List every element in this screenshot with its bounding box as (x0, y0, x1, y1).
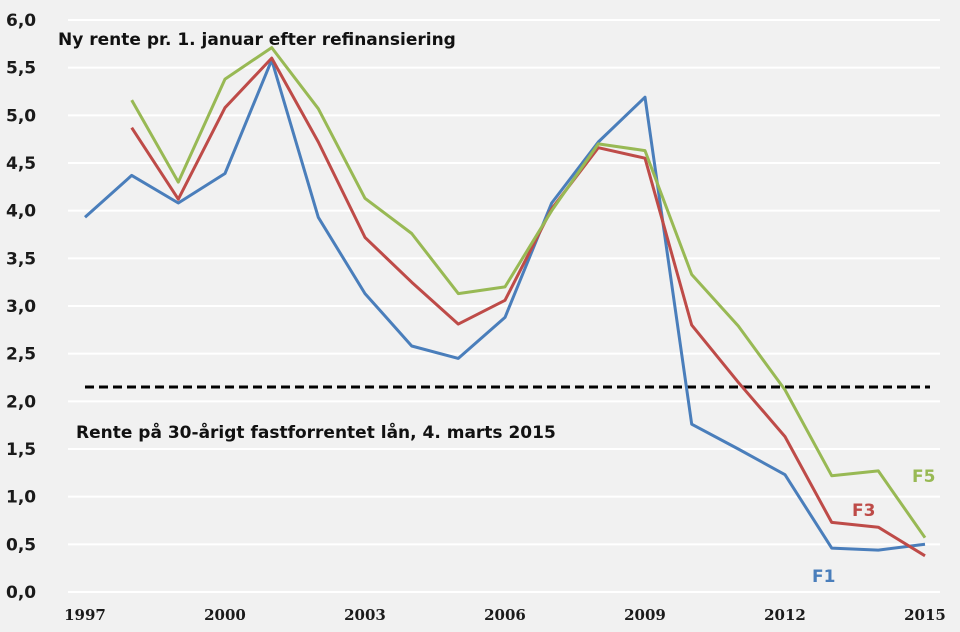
y-tick-label: 2,5 (6, 345, 36, 365)
y-tick-label: 1,5 (6, 440, 36, 460)
chart-title: Ny rente pr. 1. januar efter refinansier… (58, 30, 456, 50)
y-axis: 0,0 0,5 1,0 1,5 2,0 2,5 3,0 3,5 4,0 4,5 5,0 5,5 6,0 (6, 11, 36, 603)
x-tick-label: 2003 (344, 606, 386, 624)
y-tick-label: 6,0 (6, 11, 36, 31)
y-tick-label: 2,0 (6, 392, 36, 412)
x-tick-label: 2015 (904, 606, 946, 624)
series-line-f3 (130, 56, 926, 558)
y-tick-label: 3,5 (6, 249, 36, 269)
x-axis: 1997 2000 2003 2006 2009 2012 2015 (64, 606, 946, 624)
series-label-f5: F5 (912, 467, 935, 487)
y-tick-label: 0,0 (6, 583, 36, 603)
y-tick-label: 4,0 (6, 202, 36, 222)
series-lines (83, 46, 927, 558)
gridlines (68, 19, 940, 593)
series-line-f1 (83, 58, 926, 552)
x-tick-label: 2006 (484, 606, 526, 624)
x-tick-label: 1997 (64, 606, 106, 624)
y-tick-label: 0,5 (6, 535, 36, 555)
y-tick-label: 5,5 (6, 59, 36, 79)
y-tick-label: 3,0 (6, 297, 36, 317)
x-tick-label: 2000 (204, 606, 246, 624)
reference-line-label: Rente på 30-årigt fastforrentet lån, 4. … (76, 421, 556, 443)
series-label-f1: F1 (812, 567, 835, 587)
x-tick-label: 2009 (624, 606, 666, 624)
y-tick-label: 5,0 (6, 106, 36, 126)
x-tick-label: 2012 (764, 606, 806, 624)
series-line-f5 (130, 46, 927, 539)
y-tick-label: 1,0 (6, 488, 36, 508)
y-tick-label: 4,5 (6, 154, 36, 174)
series-label-f3: F3 (852, 501, 875, 521)
